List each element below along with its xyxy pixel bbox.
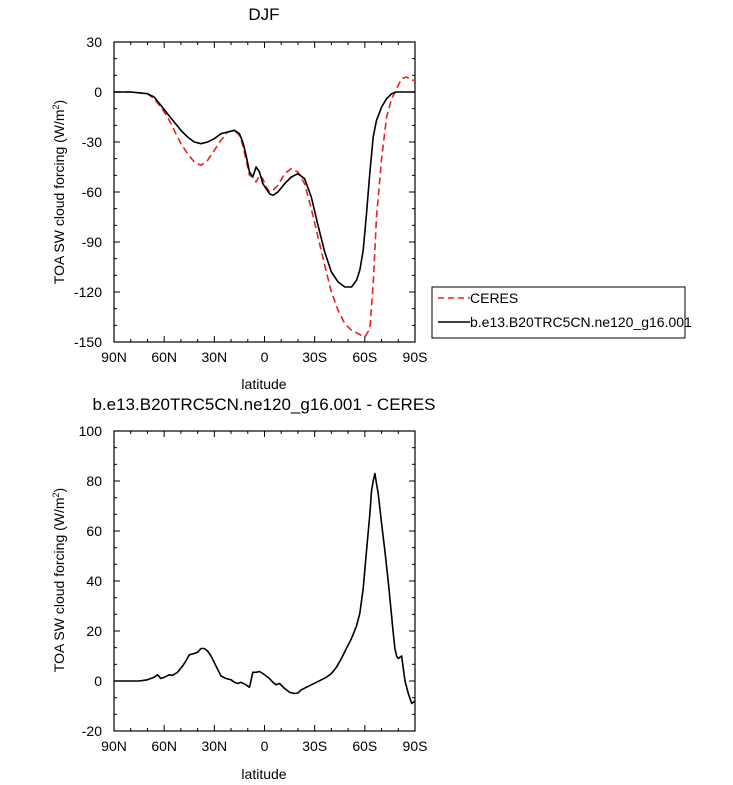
bottom-chart-y-tick-label: 60 — [86, 523, 102, 539]
top-chart-series-model-line — [114, 91, 415, 288]
top-chart-x-tick-label: 30N — [201, 349, 227, 365]
top-chart-y-axis-label: TOA SW cloud forcing (W/m2) — [51, 100, 67, 284]
top-chart-x-tick-label: 0 — [261, 349, 269, 365]
bottom-chart-x-tick-label: 90S — [403, 738, 428, 754]
top-chart-series-ceres-line — [114, 76, 415, 338]
legend-label-ceres: CERES — [470, 290, 518, 306]
bottom-chart-x-tick-label: 60S — [352, 738, 377, 754]
top-chart-y-tick-label: -60 — [82, 184, 102, 200]
bottom-chart-x-tick-label: 60N — [151, 738, 177, 754]
legend-label-model: b.e13.B20TRC5CN.ne120_g16.001 — [470, 314, 692, 330]
bottom-chart-x-tick-label: 90N — [101, 738, 127, 754]
bottom-chart-plot-frame — [113, 430, 416, 732]
top-chart-y-tick-label: -150 — [74, 334, 102, 350]
top-chart-x-tick-label: 90S — [403, 349, 428, 365]
bottom-chart-panel: b.e13.B20TRC5CN.ne120_g16.001 - CERES la… — [51, 395, 436, 782]
bottom-chart-y-axis-label: TOA SW cloud forcing (W/m2) — [51, 488, 67, 672]
top-chart-y-tick-label: -120 — [74, 284, 102, 300]
bottom-chart-y-tick-label: 40 — [86, 573, 102, 589]
top-chart-x-tick-label: 30S — [302, 349, 327, 365]
top-chart-x-tick-label: 90N — [101, 349, 127, 365]
bottom-chart-x-tick-label: 30S — [302, 738, 327, 754]
bottom-chart-y-tick-label: 20 — [86, 623, 102, 639]
top-chart-y-tick-label: -30 — [82, 134, 102, 150]
bottom-chart-y-tick-label: 80 — [86, 473, 102, 489]
bottom-chart-title: b.e13.B20TRC5CN.ne120_g16.001 - CERES — [92, 395, 435, 414]
bottom-chart-x-axis-label: latitude — [241, 766, 286, 782]
bottom-chart-y-tick-label: 100 — [79, 423, 103, 439]
top-chart-x-tick-label: 60S — [352, 349, 377, 365]
legend-box — [431, 286, 686, 339]
bottom-chart-series-difference-line — [114, 472, 416, 705]
top-chart-title: DJF — [248, 5, 279, 24]
bottom-chart-x-tick-label: 30N — [201, 738, 227, 754]
top-chart-panel: DJF latitude TOA SW cloud forcing (W/m2)… — [51, 5, 427, 392]
top-chart-plot-frame — [113, 41, 416, 343]
bottom-chart-x-tick-label: 0 — [261, 738, 269, 754]
top-chart-y-tick-label: 0 — [94, 84, 102, 100]
top-chart-x-tick-label: 60N — [151, 349, 177, 365]
top-chart-y-tick-label: -90 — [82, 234, 102, 250]
bottom-chart-y-tick-label: -20 — [82, 723, 102, 739]
top-chart-y-tick-label: 30 — [86, 34, 102, 50]
top-chart-x-axis-label: latitude — [241, 376, 286, 392]
top-chart-legend: CERES b.e13.B20TRC5CN.ne120_g16.001 — [431, 286, 692, 339]
bottom-chart-y-tick-label: 0 — [94, 673, 102, 689]
